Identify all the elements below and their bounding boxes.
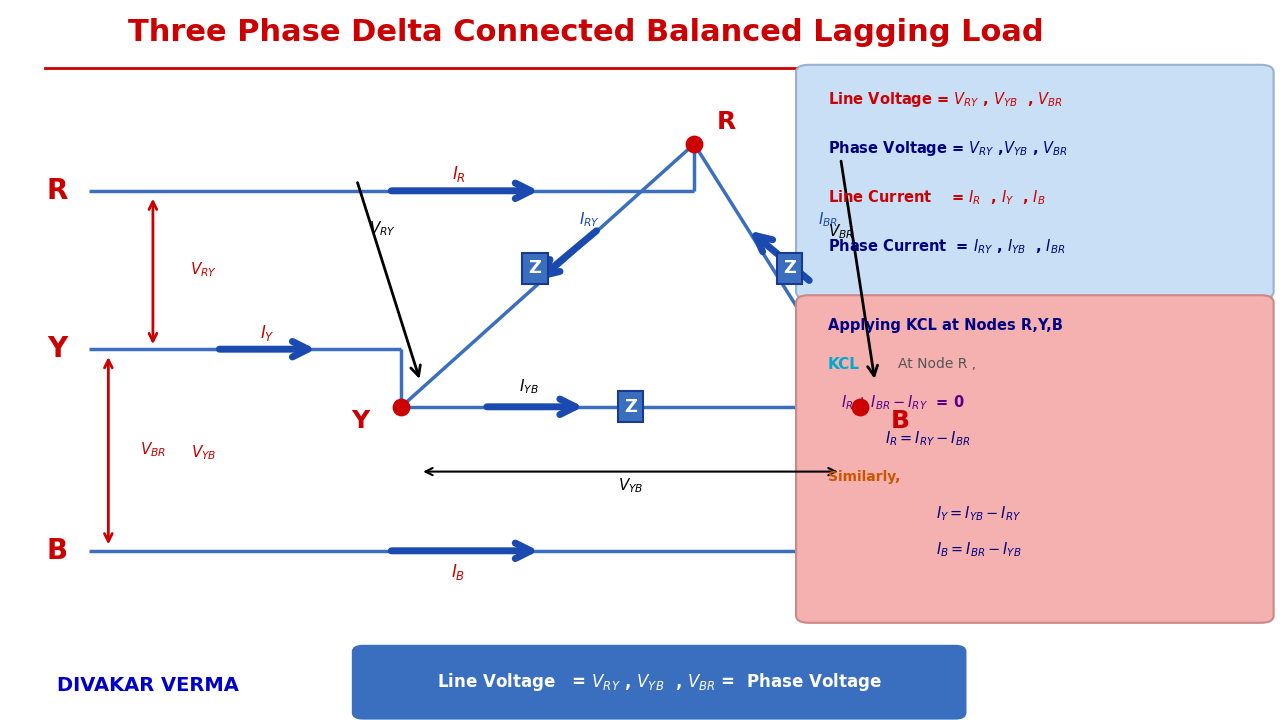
Point [684, 138, 704, 150]
Text: $I_{RY}$: $I_{RY}$ [579, 210, 600, 229]
Text: $I_{YB}$: $I_{YB}$ [518, 377, 539, 396]
Text: B: B [891, 409, 910, 433]
Text: Y: Y [47, 336, 68, 363]
Text: DIVAKAR VERMA: DIVAKAR VERMA [58, 676, 239, 695]
Text: Line Voltage = $V_{RY}$ , $V_{YB}$  , $V_{BR}$: Line Voltage = $V_{RY}$ , $V_{YB}$ , $V_… [828, 90, 1062, 109]
Text: R: R [717, 110, 736, 135]
Text: $V_{RY}$: $V_{RY}$ [191, 261, 218, 279]
Text: KCL: KCL [828, 357, 860, 372]
Text: $I_B$: $I_B$ [452, 562, 466, 582]
Text: Applying KCL at Nodes R,Y,B: Applying KCL at Nodes R,Y,B [828, 318, 1062, 333]
Point [850, 401, 870, 413]
Text: $V_{RY}$: $V_{RY}$ [369, 220, 396, 238]
FancyBboxPatch shape [796, 295, 1274, 623]
Text: Line Current    = $I_R$  , $I_Y$  , $I_B$: Line Current = $I_R$ , $I_Y$ , $I_B$ [828, 188, 1046, 207]
Text: At Node R ,: At Node R , [899, 357, 977, 371]
Text: $I_R = I_{RY} - I_{BR}$: $I_R = I_{RY} - I_{BR}$ [886, 429, 970, 448]
Text: Z: Z [783, 259, 796, 277]
Text: R: R [46, 177, 68, 204]
Text: $V_{YB}$: $V_{YB}$ [618, 477, 644, 495]
FancyBboxPatch shape [353, 646, 965, 719]
Text: $I_R$: $I_R$ [452, 164, 466, 184]
Text: Similarly,: Similarly, [828, 470, 900, 484]
Text: Z: Z [529, 259, 541, 277]
Text: $I_R + I_{BR} - I_{RY}$  = 0: $I_R + I_{BR} - I_{RY}$ = 0 [841, 393, 964, 412]
Text: $I_Y$: $I_Y$ [260, 323, 275, 343]
Text: Phase Voltage = $V_{RY}$ ,$V_{YB}$ , $V_{BR}$: Phase Voltage = $V_{RY}$ ,$V_{YB}$ , $V_… [828, 139, 1068, 158]
Text: $V_{BR}$: $V_{BR}$ [140, 441, 166, 459]
Text: Y: Y [352, 409, 370, 433]
Text: $I_Y  = I_{YB} - I_{RY}$: $I_Y = I_{YB} - I_{RY}$ [936, 504, 1021, 523]
Text: $I_B  = I_{BR} - I_{YB}$: $I_B = I_{BR} - I_{YB}$ [936, 541, 1021, 559]
Text: Three Phase Delta Connected Balanced Lagging Load: Three Phase Delta Connected Balanced Lag… [128, 18, 1043, 47]
Text: Z: Z [625, 398, 637, 416]
Text: B: B [47, 537, 68, 564]
Text: $V_{YB}$: $V_{YB}$ [191, 443, 216, 462]
Point [390, 401, 411, 413]
Text: Line Voltage   = $V_{RY}$ , $V_{YB}$  , $V_{BR}$ =  Phase Voltage: Line Voltage = $V_{RY}$ , $V_{YB}$ , $V_… [436, 671, 882, 693]
FancyBboxPatch shape [796, 65, 1274, 299]
Text: $I_{BR}$: $I_{BR}$ [818, 210, 838, 229]
Text: Phase Current  = $I_{RY}$ , $I_{YB}$  , $I_{BR}$: Phase Current = $I_{RY}$ , $I_{YB}$ , $I… [828, 237, 1065, 256]
Text: $V_{BR}$: $V_{BR}$ [828, 222, 854, 241]
